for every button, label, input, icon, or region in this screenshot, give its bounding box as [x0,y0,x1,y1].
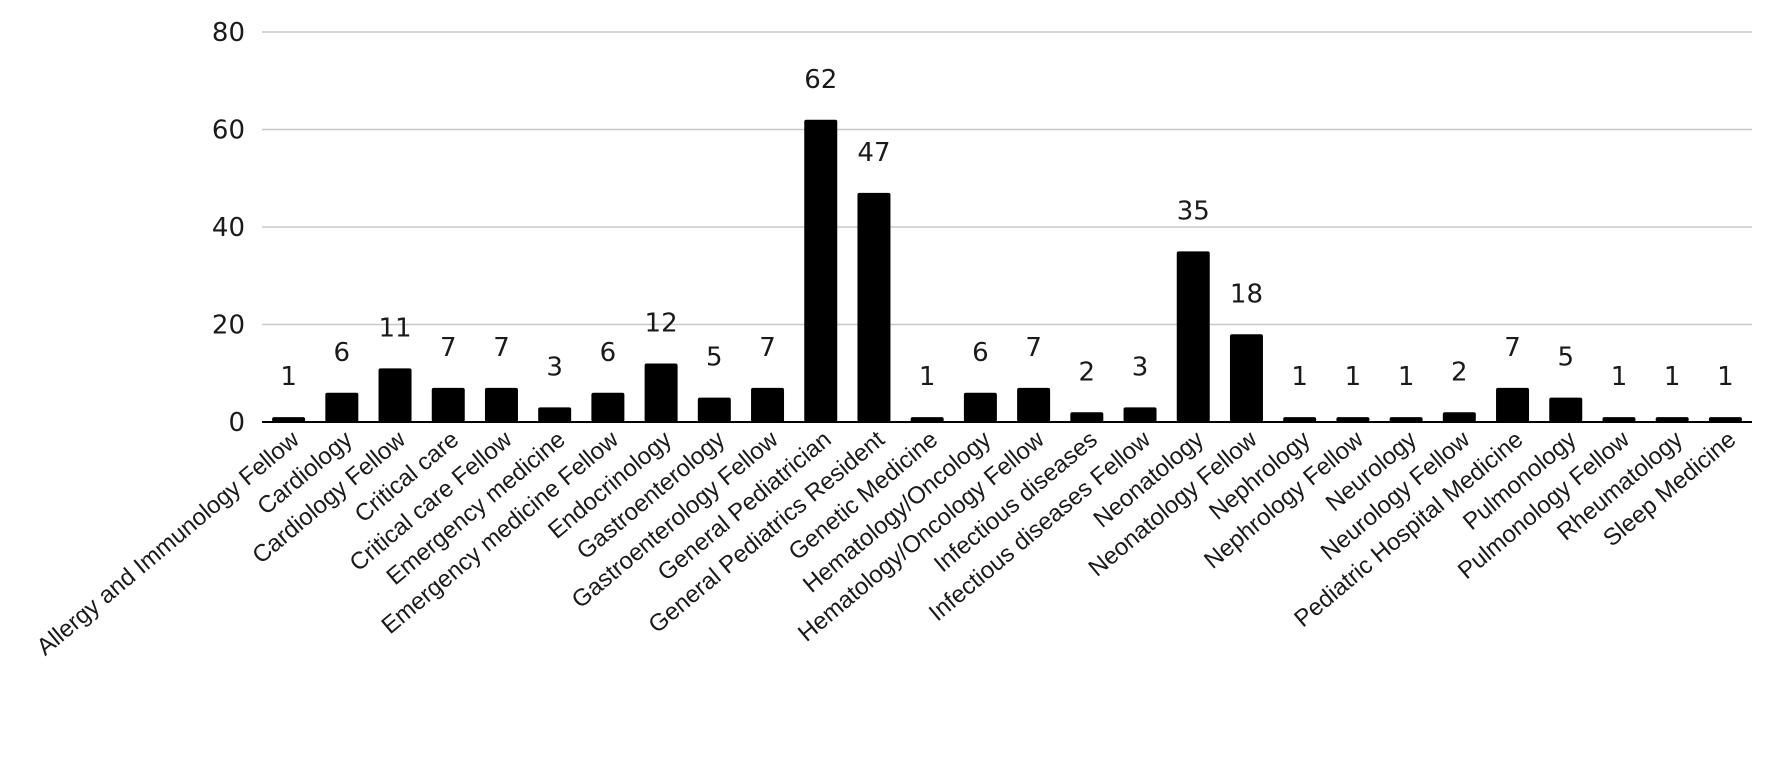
bar [1123,407,1157,422]
bar [1708,417,1742,422]
data-label: 18 [1230,279,1263,309]
data-label: 1 [1291,362,1308,392]
y-tick-label: 0 [228,408,245,438]
data-label: 6 [600,338,617,368]
bar [484,387,518,422]
data-label: 2 [1451,357,1468,387]
bar [910,417,944,422]
data-label: 47 [857,138,890,168]
data-label: 7 [759,333,776,363]
bars [272,119,1742,422]
data-label: 35 [1177,196,1210,226]
bar [1602,417,1636,422]
data-label: 1 [1717,362,1734,392]
gridlines [262,31,1752,326]
data-label: 1 [919,362,936,392]
data-label: 11 [378,313,411,343]
data-label: 62 [804,65,837,95]
bar [1283,417,1317,422]
data-label: 7 [440,333,457,363]
bar [1442,412,1476,422]
bar [963,392,997,422]
bar [1176,251,1210,422]
bar [857,192,891,422]
data-label: 12 [645,309,678,339]
data-label: 1 [1345,362,1362,392]
data-label: 1 [1664,362,1681,392]
data-label: 7 [1504,333,1521,363]
bar [431,387,465,422]
y-tick-label: 40 [212,213,245,243]
bar [1336,417,1370,422]
bar [644,363,678,422]
data-label: 3 [546,352,563,382]
bar [1655,417,1689,422]
bar [538,407,572,422]
bar [751,387,785,422]
y-tick-label: 60 [212,116,245,146]
y-tick-label: 20 [212,311,245,341]
x-axis-category-labels: Allergy and Immunology FellowCardiologyC… [32,425,1742,660]
data-label: 1 [1398,362,1415,392]
data-label: 5 [1557,343,1574,373]
bar [1070,412,1104,422]
data-label: 3 [1132,352,1149,382]
bar [378,368,412,422]
bar [591,392,625,422]
bar [1017,387,1051,422]
bar [1496,387,1530,422]
data-label: 7 [1025,333,1042,363]
bar [272,417,306,422]
data-label: 1 [1611,362,1628,392]
data-label: 7 [493,333,510,363]
data-label: 2 [1079,357,1096,387]
y-axis-tick-labels: 0 20 40 60 80 [212,18,245,438]
bar [1549,397,1583,422]
bar [1389,417,1423,422]
bar [697,397,731,422]
y-tick-label: 80 [212,18,245,48]
bar [804,119,838,422]
bar [1229,334,1263,422]
data-label: 6 [334,338,351,368]
data-label: 1 [280,362,297,392]
bar [325,392,359,422]
data-label: 5 [706,343,723,373]
data-label: 6 [972,338,989,368]
